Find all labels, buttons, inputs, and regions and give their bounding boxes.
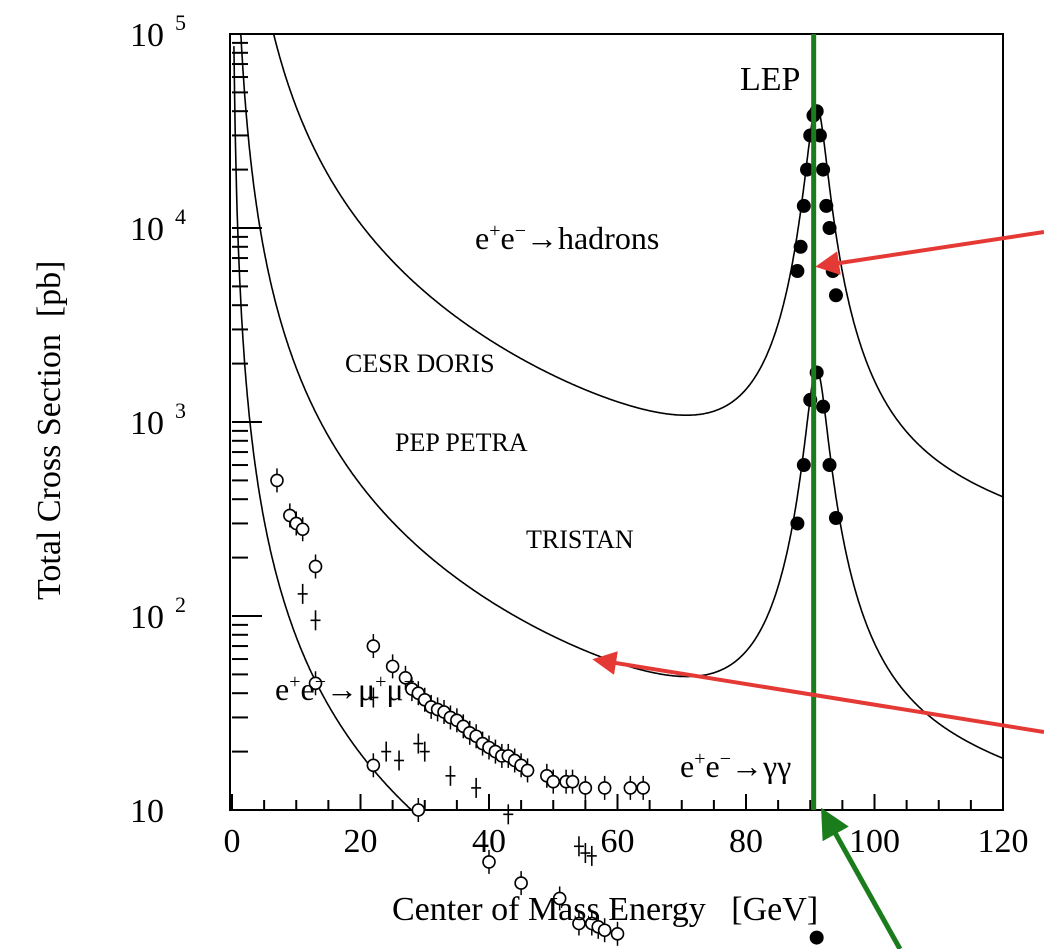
data-point-hollow <box>572 916 586 931</box>
x-tick-label: 100 <box>849 823 900 860</box>
data-point-hollow <box>385 659 400 674</box>
data-point-hollow <box>597 923 612 938</box>
data-point-filled <box>809 930 824 945</box>
x-tick-label: 20 <box>344 823 378 860</box>
x-tick-label: 80 <box>729 823 763 860</box>
data-point-hollow <box>597 781 612 795</box>
y-tick-exponent: 3 <box>175 398 186 423</box>
y-tick-exponent: 5 <box>175 10 186 35</box>
x-tick-label: 120 <box>978 823 1029 860</box>
x-tick-label: 0 <box>224 823 241 860</box>
data-point-filled <box>812 128 827 143</box>
x-axis-tick-labels: 0 20 40 60 80 100 120 <box>224 823 1029 860</box>
data-point-hollow <box>366 758 381 773</box>
data-point-filled <box>816 399 831 414</box>
annotation-pep-petra: PEP PETRA <box>395 428 528 457</box>
data-point-hollow <box>514 876 528 890</box>
y-tick-label: 10 <box>130 17 164 54</box>
data-point-hollow <box>270 473 284 488</box>
data-point-filled <box>796 198 811 213</box>
data-point-hollow <box>308 676 323 691</box>
data-point-filled <box>800 162 815 177</box>
data-point-hollow <box>623 781 638 795</box>
data-point-hollow <box>520 763 535 778</box>
annotation-gammagamma: e+e−→γγ <box>680 748 791 784</box>
data-point-hollow <box>482 855 496 869</box>
x-tick-label: 60 <box>601 823 635 860</box>
data-point-hollow <box>366 639 381 653</box>
y-axis-title: Total Cross Section [pb] <box>31 261 68 600</box>
annotation-mumu: e+e−→μ+μ− <box>275 671 415 707</box>
data-point-hollow <box>308 559 323 574</box>
data-point-hollow <box>578 781 593 795</box>
y-tick-label: 10 <box>130 599 164 636</box>
annotation-tristan: TRISTAN <box>526 525 634 554</box>
y-tick-label: 10 <box>130 211 164 248</box>
mumu-curve <box>235 33 1004 760</box>
y-axis-ticks <box>232 33 262 811</box>
data-point-hollow <box>295 522 310 537</box>
green-arrow <box>821 807 903 949</box>
annotation-lep: LEP <box>740 61 800 98</box>
y-tick-exponent: 2 <box>175 592 186 617</box>
data-point-hollow <box>546 774 561 789</box>
x-axis-ticks <box>231 794 1004 810</box>
data-point-hollow <box>411 803 426 817</box>
data-point-filled <box>819 198 834 213</box>
data-point-filled <box>816 162 831 177</box>
x-axis-title: Center of Mass Energy [GeV] <box>392 891 818 928</box>
data-point-hollow <box>636 781 651 795</box>
gammagamma-curve <box>233 46 1003 811</box>
y-tick-label: 10 <box>130 405 164 442</box>
y-axis-tick-labels: 10 5 10 4 10 3 10 2 10 <box>130 10 186 830</box>
data-point-filled <box>822 221 837 235</box>
y-tick-label: 10 <box>130 793 164 830</box>
data-point-filled <box>828 288 843 303</box>
data-point-filled <box>796 458 811 473</box>
hadrons-curve <box>239 33 1004 498</box>
red-arrow-hadrons <box>815 230 1044 275</box>
annotation-cesr-doris: CESR DORIS <box>345 349 495 378</box>
data-point-hollow <box>565 774 580 789</box>
data-point-filled <box>793 239 808 254</box>
red-arrow-mumu <box>592 651 1044 734</box>
annotation-hadrons: e+e−→hadrons <box>475 220 659 256</box>
data-point-filled <box>828 511 843 526</box>
data-point-filled <box>790 516 805 531</box>
y-tick-exponent: 4 <box>175 204 186 229</box>
data-point-hollow <box>552 891 567 906</box>
data-point-hollow <box>610 927 625 941</box>
data-point-filled <box>822 458 837 473</box>
data-point-filled <box>790 264 805 279</box>
